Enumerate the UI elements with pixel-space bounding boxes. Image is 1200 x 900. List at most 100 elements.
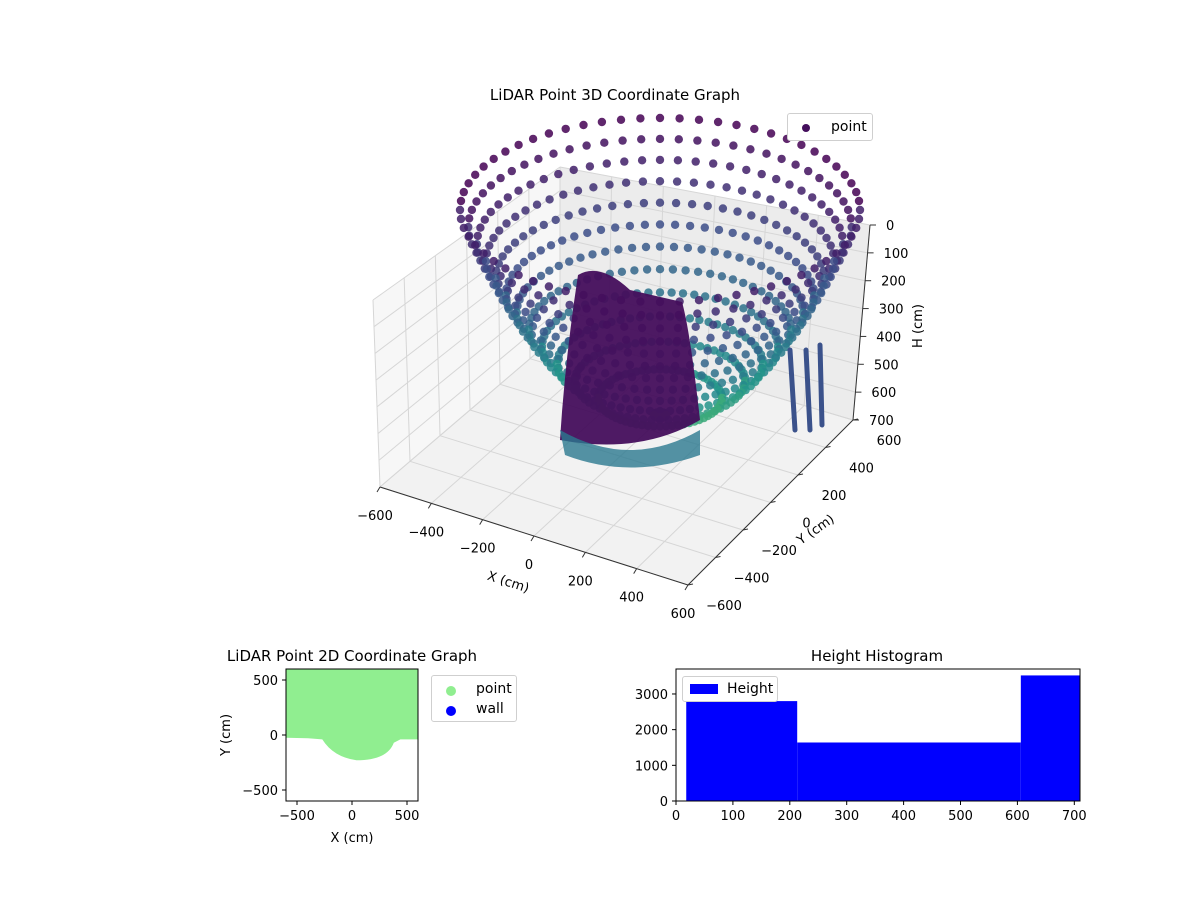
lidar-point [757, 169, 766, 179]
lidar-point [713, 293, 723, 303]
lidar-point [519, 232, 528, 241]
lidar-point [518, 327, 528, 336]
lidar-point [511, 301, 520, 310]
lidar-point [852, 223, 861, 233]
lidar-point [710, 247, 719, 256]
lidar-point [709, 320, 718, 329]
lidar-point [778, 200, 788, 209]
lidar-point [526, 299, 535, 308]
lidar-point [797, 270, 806, 280]
lidar-point [486, 207, 495, 217]
lidar-point [709, 159, 718, 168]
lidar-point [561, 286, 570, 296]
lidar-point [723, 250, 732, 259]
lidar-point [757, 261, 766, 271]
lidar-point [526, 180, 535, 189]
x-tick-mark [530, 535, 535, 542]
lidar-point [757, 310, 766, 319]
post-points [817, 342, 825, 428]
lidar-point [511, 212, 520, 221]
lidar-point [655, 134, 665, 144]
lidar-point [545, 318, 554, 328]
legend-wall-label: wall [476, 701, 504, 717]
lidar-point [838, 231, 847, 241]
lidar-point [809, 219, 818, 228]
y-tick-mark [742, 528, 749, 531]
lidar-point [640, 220, 650, 229]
lidar-point [725, 317, 735, 327]
lidar-point [752, 323, 761, 332]
lidar-point [472, 197, 481, 206]
y-tick-mark [687, 583, 694, 586]
lidar-point [670, 220, 680, 229]
lidar-point [815, 173, 824, 183]
lidar-point [554, 310, 563, 319]
lidar-point [762, 149, 771, 158]
lidar-point [817, 200, 826, 209]
y-tick-mark [770, 501, 776, 503]
lidar-point [514, 293, 523, 302]
lidar-point [539, 220, 548, 230]
lidar-point [642, 265, 652, 274]
y-tick-label: 200 [822, 489, 847, 504]
lidar-point [532, 313, 542, 322]
lidar-point [775, 246, 784, 255]
lidar-point [772, 220, 781, 230]
lidar-point [565, 145, 574, 154]
lidar-point [774, 271, 784, 281]
lidar-point [655, 113, 665, 123]
lidar-point [772, 174, 781, 184]
y-tick-label: 400 [849, 462, 874, 477]
lidar-point [732, 120, 741, 130]
lidar-point [792, 232, 801, 241]
lidar-point [536, 336, 545, 345]
lidar-point [611, 223, 620, 232]
lidar-point [539, 305, 548, 314]
lidar-point [655, 220, 665, 229]
z-axis-line [852, 224, 871, 421]
lidar-point [554, 261, 563, 271]
lidar-point [456, 196, 466, 206]
lidar-point [564, 308, 573, 317]
lidar-point [784, 251, 793, 261]
x-tick-mark [684, 584, 689, 591]
lidar-point [808, 193, 817, 202]
lidar-point [569, 165, 578, 175]
lidar-point [822, 256, 831, 266]
lidar-point [729, 304, 738, 313]
left-grid-z [377, 285, 561, 434]
lidar-point [638, 177, 648, 186]
lidar-point [675, 114, 684, 123]
lidar-point [456, 214, 466, 224]
lidar-point [697, 245, 706, 254]
lidar-point [822, 233, 831, 243]
lidar-point [455, 205, 465, 215]
lidar-point [835, 223, 844, 232]
lidar-point [777, 348, 786, 357]
y-tick-label: 600 [877, 434, 902, 449]
lidar-point [585, 162, 595, 171]
lidar-point [561, 124, 570, 134]
lidar-point [570, 232, 579, 241]
lidar-point [700, 359, 709, 368]
lidar-point [728, 228, 737, 238]
lidar-point [846, 214, 855, 223]
lidar-point [703, 201, 712, 211]
lidar-point [807, 305, 816, 314]
lidar-point [546, 341, 556, 350]
lidar-point [782, 276, 792, 286]
lidar-point [694, 296, 704, 305]
lidar-point [678, 289, 688, 298]
lidar-point [804, 166, 813, 176]
lidar-point [597, 117, 607, 127]
lidar-point [618, 136, 627, 145]
lidar-point [514, 140, 523, 150]
lidar-point [713, 117, 723, 127]
y-axis-label: Y (cm) [794, 512, 838, 549]
lidar-point [760, 215, 769, 225]
lidar-point [721, 387, 730, 396]
lidar-point [471, 170, 480, 179]
lidar-point [655, 155, 665, 165]
lidar-point [854, 214, 864, 224]
lidar-point [826, 272, 835, 282]
